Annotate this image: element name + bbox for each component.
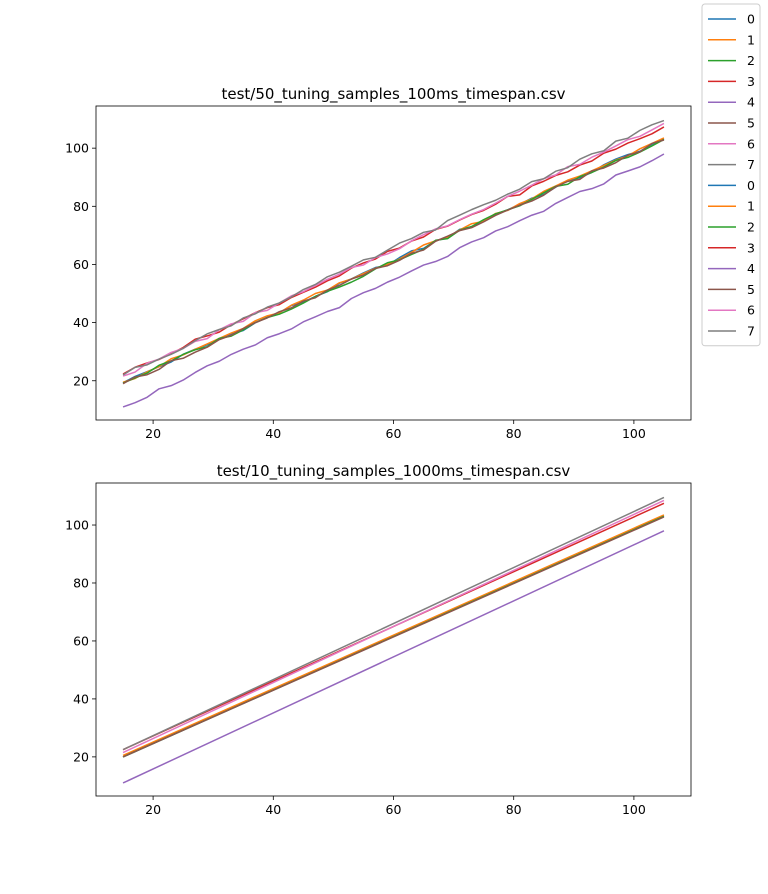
series-line-5: [122, 139, 665, 385]
legend-entry: 0: [708, 178, 755, 193]
legend-entry: 4: [708, 95, 755, 110]
legend-entry: 7: [708, 324, 755, 339]
legend-box: [701, 3, 761, 347]
legend: 0 1 2 3 4 5 6 7 0 1 2 3 4 5 6 7: [701, 3, 761, 347]
y-tick-label: 80: [73, 575, 89, 590]
x-tick-label: 20: [145, 802, 161, 817]
series-line-7: [122, 119, 665, 376]
y-tick-label: 60: [73, 257, 89, 272]
series-line-5: [122, 516, 665, 758]
legend-entry: 7: [708, 157, 755, 172]
legend-label: 3: [747, 240, 755, 255]
legend-label: 2: [747, 53, 755, 68]
legend-label: 7: [747, 324, 755, 339]
series-line-6: [122, 499, 665, 754]
y-tick-label: 20: [73, 749, 89, 764]
legend-label: 1: [747, 32, 755, 47]
chart-panel-2: test/10_tuning_samples_1000ms_timespan.c…: [65, 462, 692, 817]
legend-entry: 3: [708, 240, 755, 255]
y-tick-label: 80: [73, 199, 89, 214]
y-tick-label: 40: [73, 315, 89, 330]
legend-label: 5: [747, 116, 755, 131]
chart-panel-1: test/50_tuning_samples_100ms_timespan.cs…: [65, 85, 692, 441]
legend-label: 4: [747, 95, 755, 110]
legend-entry: 0: [708, 12, 755, 27]
legend-label: 1: [747, 199, 755, 214]
legend-entry: 6: [708, 303, 755, 318]
x-tick-label: 60: [386, 802, 402, 817]
chart-title: test/50_tuning_samples_100ms_timespan.cs…: [221, 85, 565, 104]
legend-label: 6: [747, 303, 755, 318]
series-lines: [122, 119, 665, 408]
x-tick-label: 40: [265, 426, 281, 441]
series-line-1: [122, 514, 665, 757]
legend-label: 2: [747, 220, 755, 235]
y-tick-label: 20: [73, 373, 89, 388]
y-tick-label: 60: [73, 633, 89, 648]
legend-entry: 3: [708, 74, 755, 89]
x-tick-label: 100: [622, 802, 646, 817]
series-line-6: [122, 122, 665, 377]
legend-label: 4: [747, 261, 755, 276]
series-line-4: [122, 153, 665, 408]
chart-title: test/10_tuning_samples_1000ms_timespan.c…: [217, 462, 571, 481]
legend-entry: 2: [708, 220, 755, 235]
series-line-7: [122, 496, 665, 751]
legend-label: 5: [747, 282, 755, 297]
chart-panels: test/50_tuning_samples_100ms_timespan.cs…: [65, 85, 692, 817]
x-tick-label: 80: [506, 802, 522, 817]
series-line-3: [122, 126, 665, 375]
legend-entry: 5: [708, 282, 755, 297]
y-tick-label: 40: [73, 691, 89, 706]
series-lines: [122, 496, 665, 784]
legend-label: 6: [747, 136, 755, 151]
y-tick-label: 100: [65, 518, 89, 533]
legend-label: 0: [747, 12, 755, 27]
legend-label: 3: [747, 74, 755, 89]
legend-entry: 1: [708, 32, 755, 47]
x-tick-label: 100: [622, 426, 646, 441]
x-tick-label: 60: [386, 426, 402, 441]
y-tick-label: 100: [65, 141, 89, 156]
legend-entry: 2: [708, 53, 755, 68]
legend-entry: 6: [708, 136, 755, 151]
series-line-4: [122, 530, 665, 784]
legend-label: 7: [747, 157, 755, 172]
legend-label: 0: [747, 178, 755, 193]
x-tick-label: 80: [506, 426, 522, 441]
legend-entry: 1: [708, 199, 755, 214]
legend-entry: 5: [708, 116, 755, 131]
x-tick-label: 40: [265, 802, 281, 817]
legend-entry: 4: [708, 261, 755, 276]
x-tick-label: 20: [145, 426, 161, 441]
series-line-1: [122, 137, 665, 383]
